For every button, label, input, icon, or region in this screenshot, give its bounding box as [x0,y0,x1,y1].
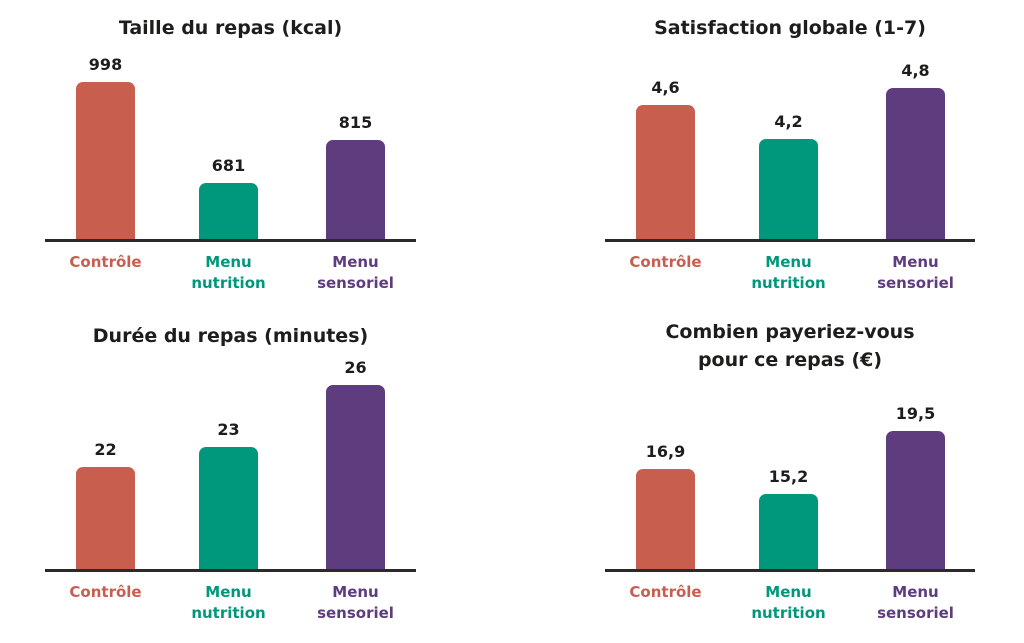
category-label-line: Menu [892,583,939,601]
value-label: 15,2 [768,466,809,486]
category-label-controle: Contrôle [41,252,171,273]
value-label: 19,5 [895,404,936,423]
category-label-nutrition: Menu nutrition [724,582,854,624]
bar-controle [76,467,135,571]
category-label-nutrition: Menu nutrition [164,252,294,294]
value-label: 815 [338,113,373,133]
category-label-line: Menu [205,253,252,271]
category-label-line: Menu [765,253,812,271]
bar-nutrition [759,138,818,241]
category-label-line: Contrôle [69,583,142,601]
bar-controle [636,104,695,241]
chart-title: Taille du repas (kcal) [118,17,343,39]
category-label-line: Menu [332,253,379,271]
category-label-controle: Contrôle [601,582,731,603]
category-label-sensoriel: Menu sensoriel [851,582,981,624]
x-axis-baseline [605,569,975,572]
chart-3: Durée du repas (minutes) 22 Contrôle 23 Menu… [0,310,512,643]
category-label-line: sensoriel [317,604,394,622]
bar-controle [76,82,135,241]
category-label-line: nutrition [191,604,266,622]
category-label-line: Contrôle [69,253,142,271]
category-label-line: nutrition [751,604,826,622]
bar-sensoriel [326,385,385,571]
x-axis-baseline [605,239,975,242]
bar-sensoriel [886,88,945,241]
chart-title: Combien payeriez-vous pour ce repas (€) [605,318,975,374]
category-label-line: sensoriel [877,604,954,622]
value-label: 26 [344,358,367,377]
category-label-controle: Contrôle [41,582,171,603]
bar-sensoriel [326,140,385,241]
category-label-nutrition: Menu nutrition [724,252,854,294]
category-label-sensoriel: Menu sensoriel [291,582,421,624]
category-label-line: Contrôle [629,253,702,271]
category-label-line: Contrôle [629,583,702,601]
x-axis-baseline [45,239,416,242]
value-label: 4,2 [774,111,803,131]
category-label-line: Menu [892,253,939,271]
category-label-nutrition: Menu nutrition [164,582,294,624]
value-label: 4,8 [901,61,930,80]
value-label: 4,6 [651,77,680,97]
bar-controle [636,469,695,571]
chart-2: Satisfaction globale (1-7) 4,6 Contrôle 4,2… [512,0,1024,310]
category-label-line: Menu [765,583,812,601]
category-label-line: nutrition [751,274,826,292]
value-label: 998 [88,55,123,74]
value-label: 23 [217,419,240,439]
category-label-line: sensoriel [317,274,394,292]
chart-1: Taille du repas (kcal) 998 Contrôle 681 Menu… [0,0,512,310]
value-label: 22 [94,440,117,460]
bar-nutrition [759,493,818,571]
x-axis-baseline [45,569,416,572]
chart-title-line: Combien payeriez-vous [665,321,915,343]
bar-sensoriel [886,431,945,571]
value-label: 16,9 [645,442,686,462]
bar-nutrition [199,182,258,241]
category-label-line: sensoriel [877,274,954,292]
chart-title: Satisfaction globale (1-7) [654,17,926,39]
category-label-sensoriel: Menu sensoriel [851,252,981,294]
category-label-line: nutrition [191,274,266,292]
category-label-sensoriel: Menu sensoriel [291,252,421,294]
chart-title-line: pour ce repas (€) [697,349,883,371]
chart-title: Durée du repas (minutes) [92,325,369,347]
category-label-line: Menu [332,583,379,601]
chart-4: Combien payeriez-vous pour ce repas (€) 16… [512,310,1024,643]
category-label-line: Menu [205,583,252,601]
category-label-controle: Contrôle [601,252,731,273]
bar-nutrition [199,446,258,571]
value-label: 681 [211,155,246,175]
